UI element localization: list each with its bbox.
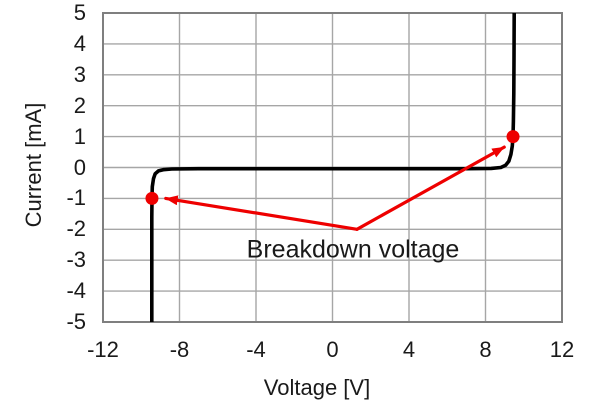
breakdown-point-marker <box>506 130 520 144</box>
y-tick-label: 0 <box>73 154 86 180</box>
x-tick-label: -4 <box>246 337 266 362</box>
x-tick-label: 4 <box>402 337 416 362</box>
annotation-arrow <box>164 195 359 231</box>
y-tick-label: -5 <box>66 309 86 334</box>
annotation-arrow <box>355 145 506 231</box>
breakdown-voltage-label: Breakdown voltage <box>246 235 460 264</box>
iv-curve <box>150 12 516 322</box>
y-tick-label: -2 <box>66 216 86 242</box>
y-tick-label: 4 <box>73 30 86 56</box>
y-tick-label: 5 <box>73 0 86 25</box>
breakdown-point-marker <box>145 191 159 205</box>
x-tick-label: 0 <box>326 337 339 362</box>
y-tick-label: 1 <box>73 123 86 149</box>
x-tick-label: -8 <box>169 337 190 362</box>
y-tick-label: -4 <box>66 278 86 304</box>
x-tick-label: 12 <box>549 337 575 362</box>
plot-border <box>102 12 563 323</box>
x-axis-title: Voltage [V] <box>263 375 371 400</box>
y-tick-label: -3 <box>66 247 86 273</box>
y-tick-label: 3 <box>73 61 86 87</box>
y-tick-label: -1 <box>66 185 86 211</box>
x-tick-label: -12 <box>87 337 119 362</box>
y-tick-label: 2 <box>73 92 86 118</box>
x-tick-label: 8 <box>479 337 492 362</box>
